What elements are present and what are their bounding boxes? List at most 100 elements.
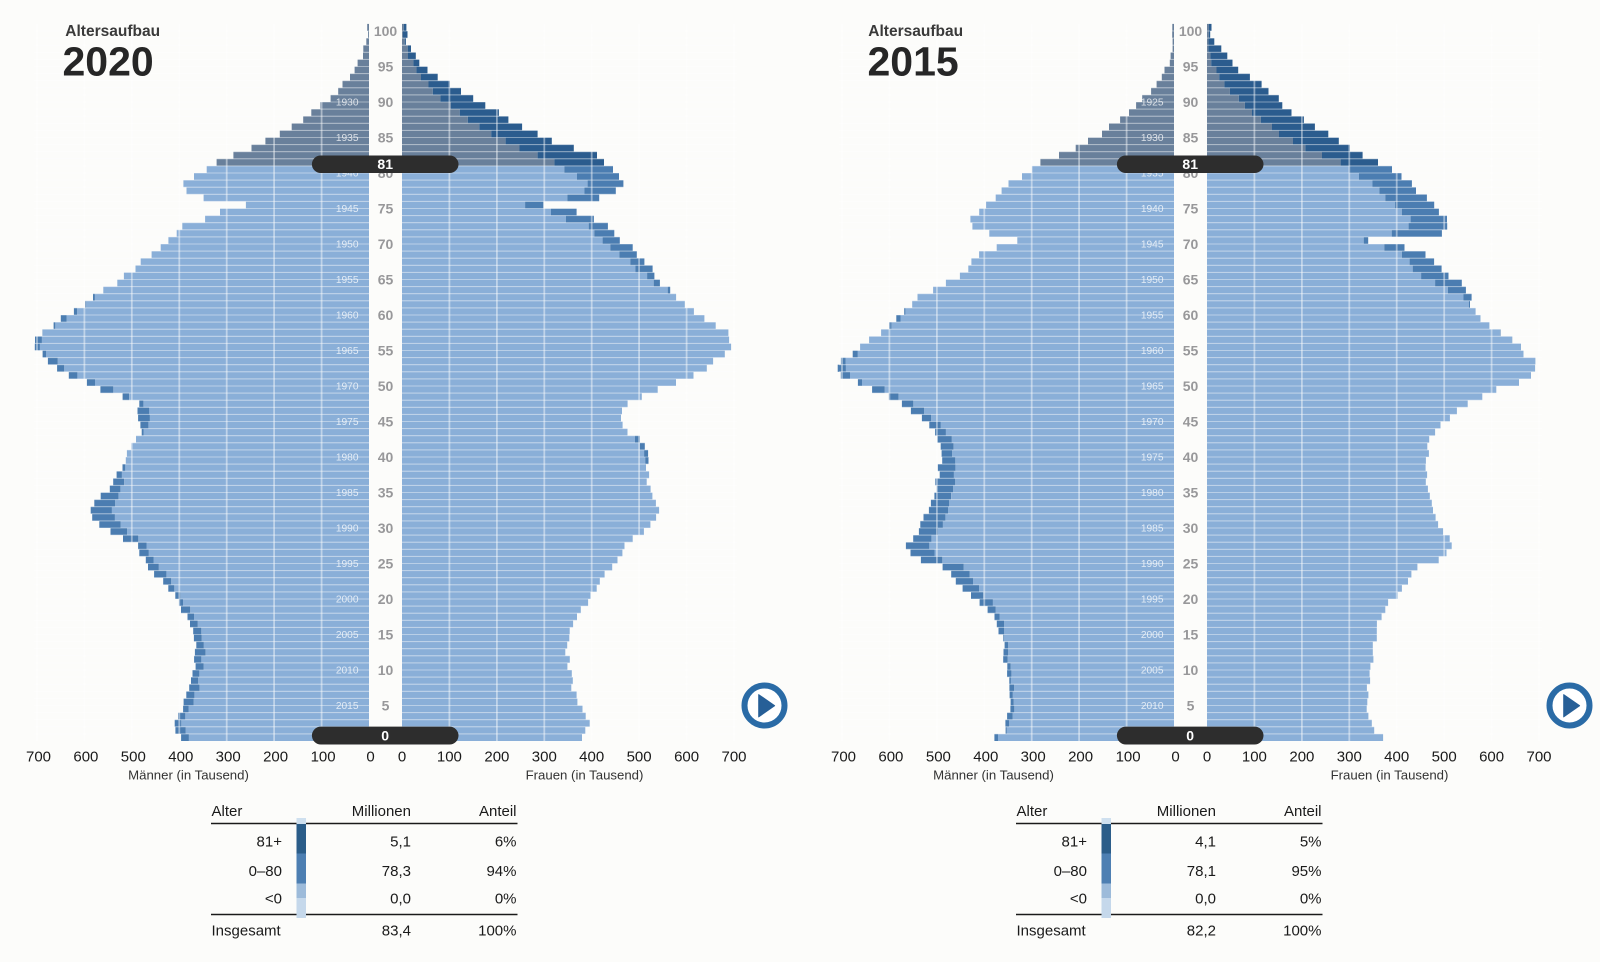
svg-text:1945: 1945 <box>1141 239 1164 250</box>
svg-text:30: 30 <box>1183 520 1199 536</box>
svg-text:85: 85 <box>1183 129 1199 145</box>
svg-text:1985: 1985 <box>336 488 359 499</box>
svg-text:95%: 95% <box>1291 863 1321 880</box>
svg-text:200: 200 <box>263 749 288 766</box>
svg-text:200: 200 <box>1068 749 1093 766</box>
svg-text:700: 700 <box>831 749 856 766</box>
svg-text:0: 0 <box>1171 749 1179 766</box>
svg-text:1980: 1980 <box>1141 488 1164 499</box>
svg-text:2000: 2000 <box>336 594 359 605</box>
svg-text:5: 5 <box>1187 697 1195 713</box>
svg-text:300: 300 <box>1021 749 1046 766</box>
svg-text:400: 400 <box>579 749 604 766</box>
svg-text:700: 700 <box>1526 749 1551 766</box>
svg-text:400: 400 <box>168 749 193 766</box>
svg-text:Insgesamt: Insgesamt <box>212 923 282 940</box>
svg-text:500: 500 <box>121 749 146 766</box>
svg-text:85: 85 <box>378 129 394 145</box>
svg-text:Millionen: Millionen <box>1157 803 1216 820</box>
svg-text:1965: 1965 <box>1141 381 1164 392</box>
svg-text:82,2: 82,2 <box>1187 923 1216 940</box>
svg-text:0: 0 <box>366 749 374 766</box>
svg-text:100: 100 <box>437 749 462 766</box>
svg-text:1965: 1965 <box>336 346 359 357</box>
svg-text:600: 600 <box>674 749 699 766</box>
svg-text:95: 95 <box>1183 58 1199 74</box>
svg-text:1940: 1940 <box>336 168 359 179</box>
svg-text:0,0: 0,0 <box>390 891 411 908</box>
svg-text:100: 100 <box>1116 749 1141 766</box>
svg-text:1935: 1935 <box>1141 168 1164 179</box>
svg-text:Alter: Alter <box>1017 803 1048 820</box>
svg-text:1980: 1980 <box>336 452 359 463</box>
svg-text:20: 20 <box>1183 591 1199 607</box>
svg-text:100: 100 <box>374 23 398 39</box>
svg-text:20: 20 <box>378 591 394 607</box>
svg-text:Frauen (in Tausend): Frauen (in Tausend) <box>526 768 644 783</box>
svg-text:0–80: 0–80 <box>1054 863 1087 880</box>
svg-text:1970: 1970 <box>336 381 359 392</box>
svg-text:1945: 1945 <box>336 204 359 215</box>
svg-text:1950: 1950 <box>1141 275 1164 286</box>
svg-text:35: 35 <box>1183 484 1199 500</box>
svg-text:100%: 100% <box>478 923 516 940</box>
svg-text:1990: 1990 <box>336 523 359 534</box>
svg-text:30: 30 <box>378 520 394 536</box>
svg-text:700: 700 <box>26 749 51 766</box>
svg-text:45: 45 <box>1183 413 1199 429</box>
svg-text:700: 700 <box>721 749 746 766</box>
svg-text:1970: 1970 <box>1141 417 1164 428</box>
svg-text:600: 600 <box>1479 749 1504 766</box>
svg-text:5: 5 <box>382 697 390 713</box>
svg-text:2010: 2010 <box>1141 701 1164 712</box>
svg-text:1990: 1990 <box>1141 559 1164 570</box>
svg-text:81: 81 <box>377 156 393 172</box>
svg-text:81+: 81+ <box>1062 834 1088 851</box>
svg-text:75: 75 <box>1183 200 1199 216</box>
svg-text:70: 70 <box>378 236 394 252</box>
svg-text:1925: 1925 <box>1141 97 1164 108</box>
svg-text:100: 100 <box>1179 23 1203 39</box>
svg-text:1960: 1960 <box>1141 346 1164 357</box>
svg-text:600: 600 <box>73 749 98 766</box>
svg-text:78,1: 78,1 <box>1187 863 1216 880</box>
svg-text:1935: 1935 <box>336 133 359 144</box>
svg-text:40: 40 <box>378 449 394 465</box>
svg-text:500: 500 <box>627 749 652 766</box>
svg-text:60: 60 <box>378 307 394 323</box>
svg-text:94%: 94% <box>486 863 516 880</box>
svg-text:2020: 2020 <box>63 39 154 85</box>
svg-text:81+: 81+ <box>257 834 283 851</box>
svg-text:<0: <0 <box>265 891 282 908</box>
svg-text:100: 100 <box>311 749 336 766</box>
svg-text:Millionen: Millionen <box>352 803 411 820</box>
svg-text:0–80: 0–80 <box>249 863 282 880</box>
svg-text:1975: 1975 <box>1141 452 1164 463</box>
svg-text:2005: 2005 <box>336 630 359 641</box>
svg-text:10: 10 <box>1183 662 1199 678</box>
svg-text:78,3: 78,3 <box>382 863 411 880</box>
svg-text:1975: 1975 <box>336 417 359 428</box>
svg-text:1940: 1940 <box>1141 204 1164 215</box>
svg-text:1955: 1955 <box>1141 310 1164 321</box>
svg-text:100: 100 <box>1242 749 1267 766</box>
svg-text:1930: 1930 <box>336 97 359 108</box>
svg-text:55: 55 <box>378 342 394 358</box>
svg-text:600: 600 <box>878 749 903 766</box>
svg-text:75: 75 <box>378 200 394 216</box>
svg-text:2005: 2005 <box>1141 665 1164 676</box>
svg-text:65: 65 <box>378 271 394 287</box>
svg-text:70: 70 <box>1183 236 1199 252</box>
svg-text:6%: 6% <box>495 834 517 851</box>
svg-text:Männer (in Tausend): Männer (in Tausend) <box>128 768 249 783</box>
svg-text:5%: 5% <box>1300 834 1322 851</box>
svg-text:15: 15 <box>1183 626 1199 642</box>
svg-text:1930: 1930 <box>1141 133 1164 144</box>
svg-text:4,1: 4,1 <box>1195 834 1216 851</box>
svg-text:400: 400 <box>973 749 998 766</box>
svg-text:Alter: Alter <box>212 803 243 820</box>
svg-text:0: 0 <box>1203 749 1211 766</box>
svg-text:Altersaufbau: Altersaufbau <box>868 23 963 40</box>
svg-text:2000: 2000 <box>1141 630 1164 641</box>
svg-text:1950: 1950 <box>336 239 359 250</box>
